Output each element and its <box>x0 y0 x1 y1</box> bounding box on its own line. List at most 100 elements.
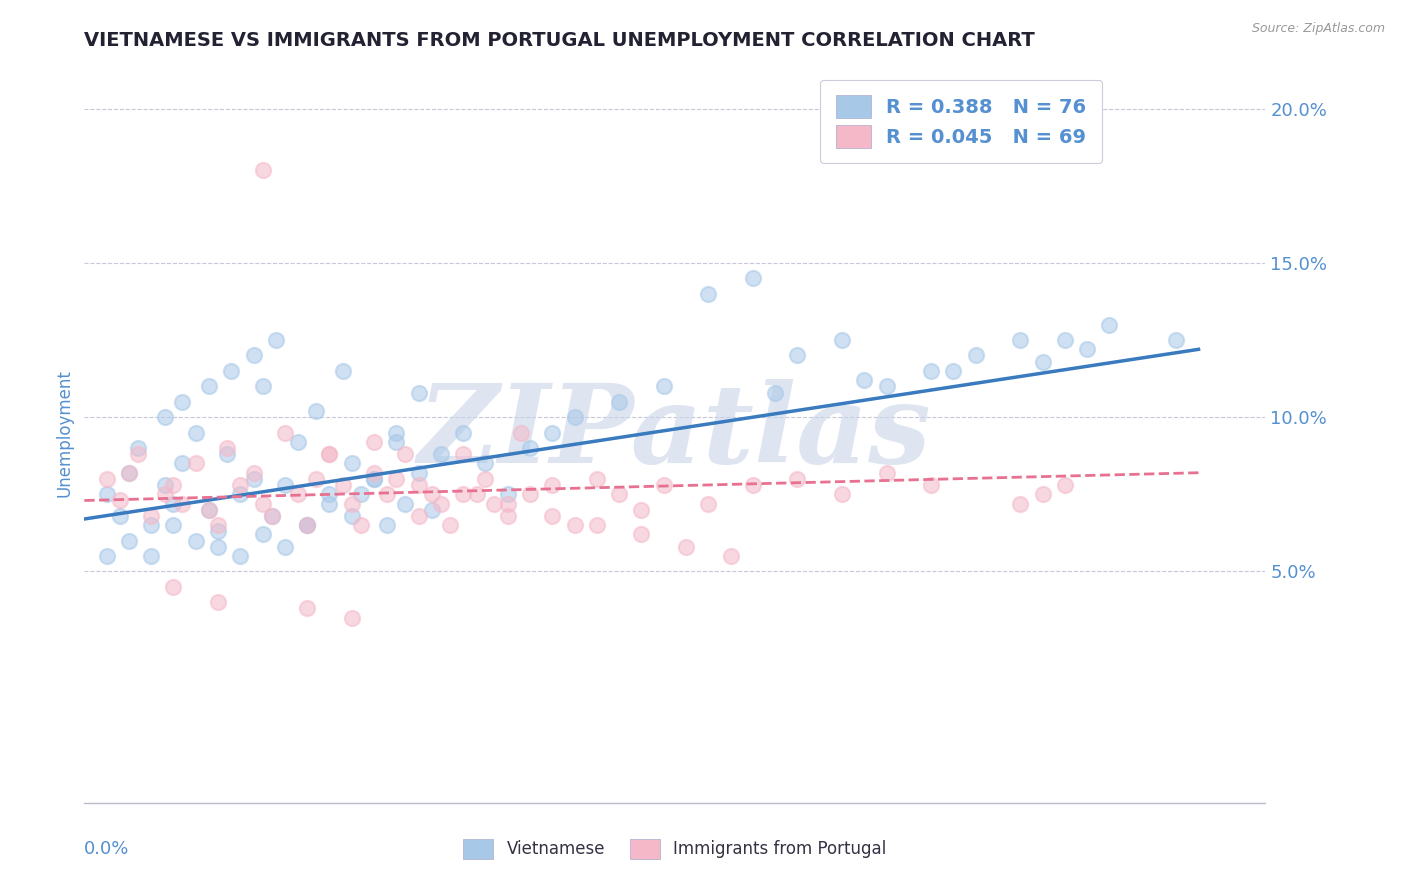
Point <box>408 385 430 400</box>
Point <box>127 447 149 461</box>
Point <box>207 524 229 539</box>
Point <box>198 502 221 516</box>
Point <box>153 487 176 501</box>
Point <box>394 447 416 461</box>
Point <box>162 580 184 594</box>
Point <box>394 497 416 511</box>
Point <box>831 487 853 501</box>
Point <box>229 487 252 501</box>
Point <box>363 434 385 449</box>
Point <box>920 364 942 378</box>
Point <box>408 508 430 523</box>
Point <box>318 447 340 461</box>
Point <box>586 472 609 486</box>
Point <box>607 394 630 409</box>
Point <box>465 487 488 501</box>
Point <box>96 487 118 501</box>
Point <box>305 472 328 486</box>
Point <box>340 457 363 471</box>
Point <box>340 497 363 511</box>
Point <box>451 487 474 501</box>
Point <box>720 549 742 563</box>
Point <box>350 487 373 501</box>
Point <box>831 333 853 347</box>
Point <box>586 518 609 533</box>
Point <box>295 601 318 615</box>
Point <box>451 447 474 461</box>
Point <box>108 493 131 508</box>
Point <box>430 447 453 461</box>
Point <box>786 349 808 363</box>
Point <box>172 457 194 471</box>
Point <box>127 441 149 455</box>
Point <box>607 487 630 501</box>
Point <box>630 527 652 541</box>
Point <box>920 478 942 492</box>
Point <box>1053 478 1076 492</box>
Point <box>184 457 207 471</box>
Point <box>229 478 252 492</box>
Point <box>385 425 408 440</box>
Point <box>184 533 207 548</box>
Point <box>153 410 176 425</box>
Point <box>363 472 385 486</box>
Point <box>1053 333 1076 347</box>
Point <box>295 518 318 533</box>
Point <box>172 497 194 511</box>
Point <box>942 364 965 378</box>
Point <box>305 404 328 418</box>
Point <box>264 333 287 347</box>
Point <box>363 466 385 480</box>
Point <box>697 286 720 301</box>
Point <box>96 472 118 486</box>
Point <box>876 466 898 480</box>
Point <box>541 508 564 523</box>
Point <box>252 163 274 178</box>
Point <box>564 410 586 425</box>
Point <box>215 441 238 455</box>
Point <box>408 466 430 480</box>
Point <box>260 508 283 523</box>
Point <box>207 518 229 533</box>
Point <box>252 497 274 511</box>
Point <box>350 518 373 533</box>
Point <box>541 425 564 440</box>
Y-axis label: Unemployment: Unemployment <box>55 368 73 497</box>
Point <box>675 540 697 554</box>
Point <box>652 478 675 492</box>
Point <box>484 497 506 511</box>
Point <box>141 518 163 533</box>
Point <box>260 508 283 523</box>
Point <box>451 425 474 440</box>
Point <box>287 434 309 449</box>
Point <box>474 457 496 471</box>
Text: Source: ZipAtlas.com: Source: ZipAtlas.com <box>1251 22 1385 36</box>
Point <box>474 472 496 486</box>
Point <box>363 472 385 486</box>
Point <box>385 472 408 486</box>
Point <box>876 379 898 393</box>
Text: ZIPatlas: ZIPatlas <box>418 379 932 486</box>
Text: 0.0%: 0.0% <box>84 840 129 858</box>
Point <box>318 497 340 511</box>
Point <box>242 472 264 486</box>
Point <box>564 518 586 533</box>
Point <box>221 364 243 378</box>
Point <box>318 447 340 461</box>
Point <box>118 533 141 548</box>
Point <box>510 425 533 440</box>
Point <box>172 394 194 409</box>
Point <box>141 508 163 523</box>
Point <box>496 487 519 501</box>
Point <box>1010 497 1032 511</box>
Point <box>207 540 229 554</box>
Point <box>420 487 443 501</box>
Point <box>162 497 184 511</box>
Point <box>215 447 238 461</box>
Point <box>377 487 399 501</box>
Point <box>541 478 564 492</box>
Point <box>430 497 453 511</box>
Point <box>763 385 786 400</box>
Point <box>274 540 297 554</box>
Point <box>420 502 443 516</box>
